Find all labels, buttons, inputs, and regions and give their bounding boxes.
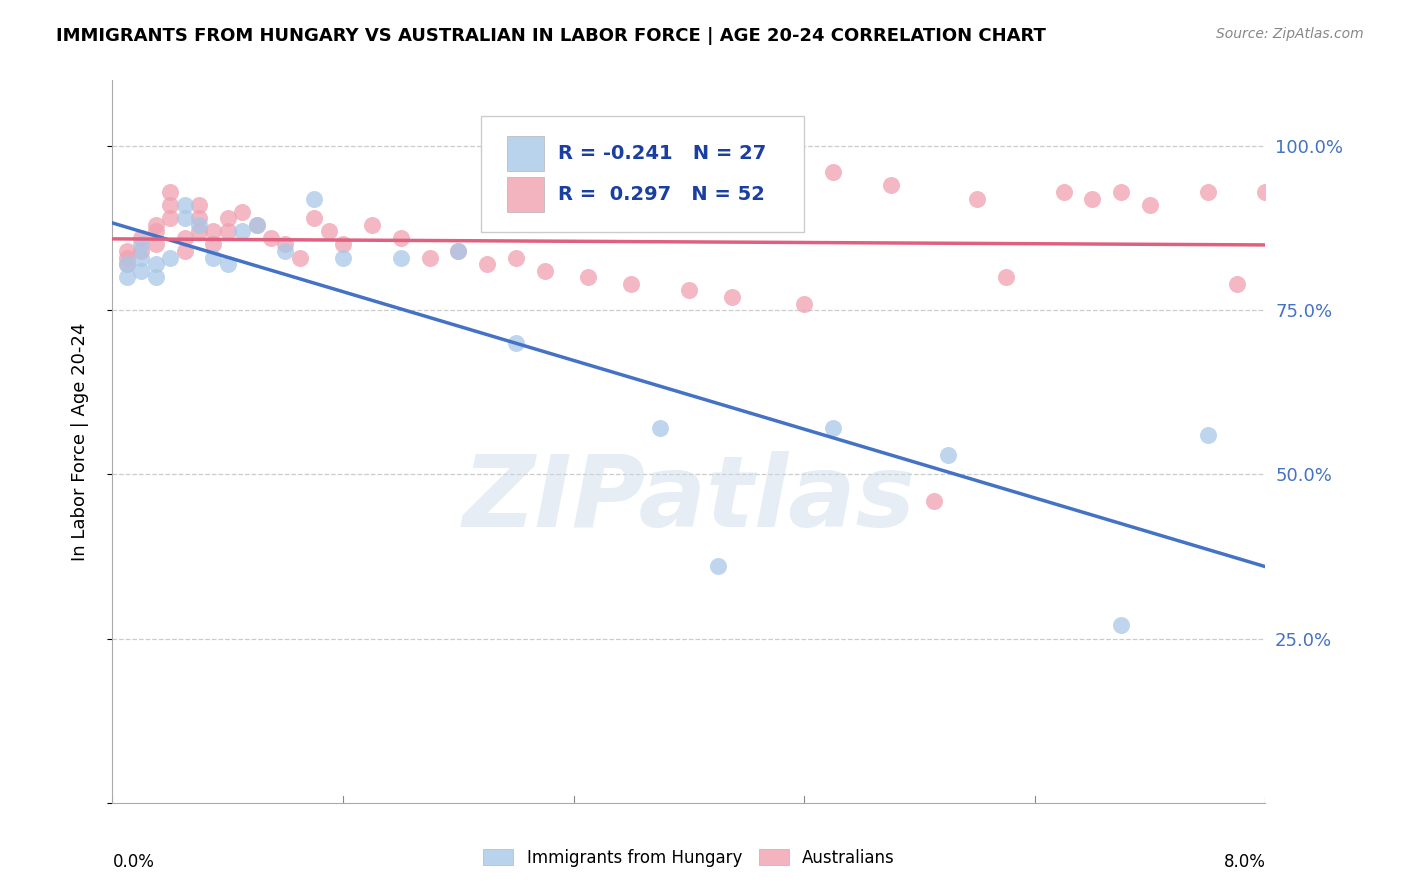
Point [648,421,672,435]
Point [173,211,195,226]
Point [188,224,211,238]
Point [721,290,744,304]
Point [260,231,283,245]
Point [188,218,211,232]
Point [447,244,470,258]
Point [231,224,253,238]
Point [793,296,815,310]
Text: IMMIGRANTS FROM HUNGARY VS AUSTRALIAN IN LABOR FORCE | AGE 20-24 CORRELATION CHA: IMMIGRANTS FROM HUNGARY VS AUSTRALIAN IN… [56,27,1046,45]
Point [202,251,225,265]
Y-axis label: In Labor Force | Age 20-24: In Labor Force | Age 20-24 [70,322,89,561]
Point [389,231,412,245]
Point [202,237,225,252]
Point [332,237,354,252]
Point [246,218,269,232]
Point [217,211,239,226]
FancyBboxPatch shape [481,116,804,232]
Point [188,211,211,226]
Point [274,244,297,258]
Point [202,224,225,238]
Point [304,192,326,206]
Point [173,244,195,258]
Point [620,277,643,291]
Point [115,257,138,271]
Point [995,270,1018,285]
Text: 0.0%: 0.0% [112,854,155,871]
Point [145,218,167,232]
Point [966,192,988,206]
Point [159,198,181,212]
Point [505,251,527,265]
Point [129,237,153,252]
Point [274,237,297,252]
Text: 8.0%: 8.0% [1223,854,1265,871]
Point [389,251,412,265]
Point [159,251,181,265]
Point [447,244,470,258]
Text: Source: ZipAtlas.com: Source: ZipAtlas.com [1216,27,1364,41]
Point [1197,428,1219,442]
Point [505,336,527,351]
Point [115,251,138,265]
Point [1139,198,1161,212]
Point [217,257,239,271]
Point [1111,618,1133,632]
Text: R = -0.241   N = 27: R = -0.241 N = 27 [558,144,766,162]
Point [173,231,195,245]
Point [1111,185,1133,199]
Point [1081,192,1104,206]
Point [576,270,599,285]
Point [145,224,167,238]
Point [1197,185,1219,199]
Point [678,284,700,298]
Text: ZIPatlas: ZIPatlas [463,450,915,548]
Point [922,493,945,508]
Point [145,237,167,252]
Point [115,270,138,285]
Point [145,257,167,271]
Point [419,251,441,265]
Point [129,244,153,258]
Point [1226,277,1249,291]
Point [173,198,195,212]
Point [821,421,844,435]
Point [129,231,153,245]
Point [115,244,138,258]
Point [159,211,181,226]
Legend: Immigrants from Hungary, Australians: Immigrants from Hungary, Australians [484,848,894,867]
Point [217,224,239,238]
Point [304,211,326,226]
Point [159,185,181,199]
FancyBboxPatch shape [506,136,544,170]
Point [332,251,354,265]
Point [1052,185,1074,199]
Point [188,198,211,212]
Point [938,448,960,462]
Point [145,270,167,285]
Point [129,251,153,265]
Point [129,264,153,278]
Point [475,257,498,271]
Point [1254,185,1277,199]
Point [533,264,555,278]
Point [115,257,138,271]
Point [318,224,340,238]
Point [821,165,844,179]
Point [880,178,903,193]
Point [231,204,253,219]
Point [288,251,311,265]
Text: R =  0.297   N = 52: R = 0.297 N = 52 [558,185,765,204]
Point [360,218,382,232]
FancyBboxPatch shape [506,178,544,211]
Point [707,559,730,574]
Point [246,218,269,232]
